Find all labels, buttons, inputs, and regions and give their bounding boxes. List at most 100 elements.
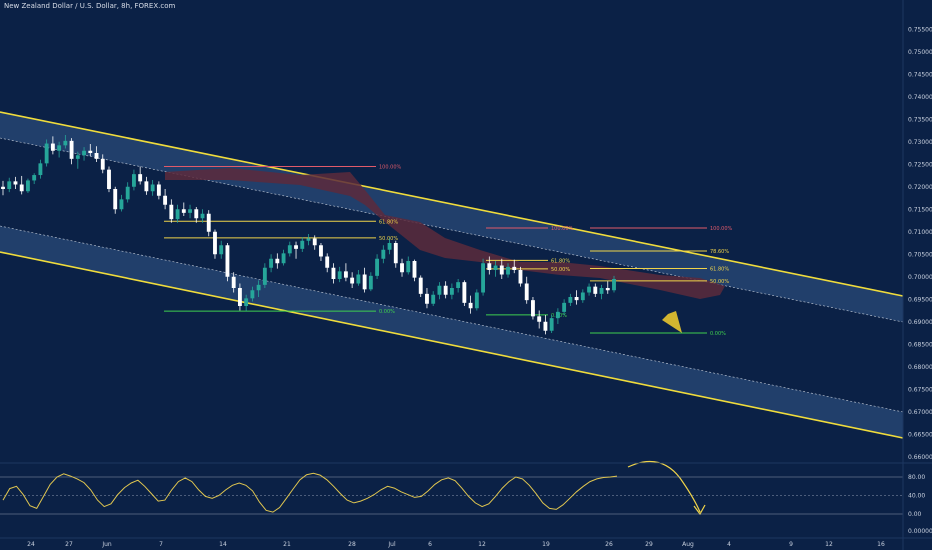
candle-body [50,143,55,151]
oscillator-tick-label: 40.00 [908,493,925,500]
candle-body [13,181,18,185]
oscillator-tick-label: 0.00 [908,511,922,518]
candle-body [555,311,560,319]
time-tick-label: Jul [387,541,396,548]
time-tick-label: 27 [65,541,73,548]
time-tick-label: 26 [605,541,613,548]
price-tick-label: 0.70500 [908,251,932,258]
candle-body [512,266,517,270]
price-tick-label: 0.67000 [908,409,932,416]
time-tick-label: 12 [825,541,833,548]
candle-body [200,213,205,219]
candle-body [418,277,423,294]
candle-body [38,163,43,176]
candle-body [169,204,174,220]
candle-body [63,140,68,146]
candle-body [206,213,211,232]
oscillator-forecast-curve [627,460,701,513]
candle-body [125,186,130,200]
time-tick-label: 29 [645,541,653,548]
candle-body [350,277,355,284]
candle-body [587,286,591,293]
candle-body [256,284,261,291]
cloud-layer [165,168,725,299]
candle-body [1,186,5,189]
oscillator-layer [0,462,932,515]
candle-body [381,249,386,259]
candle-body [225,245,230,277]
candle-body [100,158,105,170]
fib-level-label: 0.00% [379,309,395,315]
candle-body [431,294,436,304]
time-tick-label: 9 [789,541,793,548]
candle-body [593,286,598,294]
channel-lower-mid-line [0,225,904,413]
price-tick-label: 0.69000 [908,319,932,326]
candle-body [26,180,30,192]
time-tick-label: 4 [727,541,731,548]
fib-level-label: 100.00% [379,165,401,171]
candle-body [175,209,180,220]
candle-body [474,292,479,309]
candle-body [568,297,573,303]
candle-body [194,209,199,219]
candle-body [287,245,292,254]
price-tick-label: 0.66500 [908,431,932,438]
price-tick-label: 0.67500 [908,386,932,393]
candle-body [181,209,186,213]
candle-body [262,267,267,285]
candle-body [368,275,373,290]
candle-body [343,271,348,278]
candle-body [499,265,504,275]
candle-body [244,298,249,306]
candle-body [213,231,217,255]
candle-body [19,184,24,192]
price-tick-label: 0.75000 [908,49,932,56]
candle-body [300,240,305,249]
price-tick-label: 0.66000 [908,454,932,461]
forecast-arrow [632,255,682,333]
candle-body [188,209,192,213]
fib-layer: 100.00% 61.80% 50.00% 0.00% 100.00% 61.80% 50.… [164,165,732,337]
candle-body [537,316,542,322]
price-tick-label: 0.75500 [908,26,932,33]
candle-body [250,290,255,299]
fib-level-label: 78.60% [710,249,729,255]
price-tick-label: 0.70000 [908,274,932,281]
candle-body [75,155,80,159]
candle-body [57,145,62,151]
candle-body [82,150,86,156]
price-tick-label: 0.74000 [908,94,932,101]
candle-body [107,169,111,189]
candle-body [331,267,336,279]
candle-body [144,181,149,192]
fib-level-label: 50.00% [710,279,729,285]
candle-body [69,140,74,159]
channel-lower-band [0,226,903,438]
candle-body [294,245,298,249]
candle-body [138,174,143,182]
candle-body [400,263,404,273]
candle-body [269,258,274,268]
candle-body [443,285,448,295]
fib-level-label: 50.00% [379,236,398,242]
candle-body [406,261,411,273]
time-tick-label: 21 [283,541,291,548]
fib-level-label: 100.00% [710,226,732,232]
candle-body [449,288,454,295]
time-tick-label: 16 [877,541,885,548]
candle-body [518,270,523,284]
candle-body [163,195,168,205]
time-tick-label: 7 [159,541,163,548]
price-tick-label: 0.73000 [908,139,932,146]
candle-body [562,302,567,312]
price-tick-label: 0.71500 [908,206,932,213]
time-tick-label: 28 [348,541,356,548]
candle-body [337,271,342,279]
candle-body [574,297,579,301]
candle-body [612,279,616,291]
candle-body [156,184,161,196]
price-tick-label: 0.73500 [908,116,932,123]
channel-upper-line [0,111,904,297]
